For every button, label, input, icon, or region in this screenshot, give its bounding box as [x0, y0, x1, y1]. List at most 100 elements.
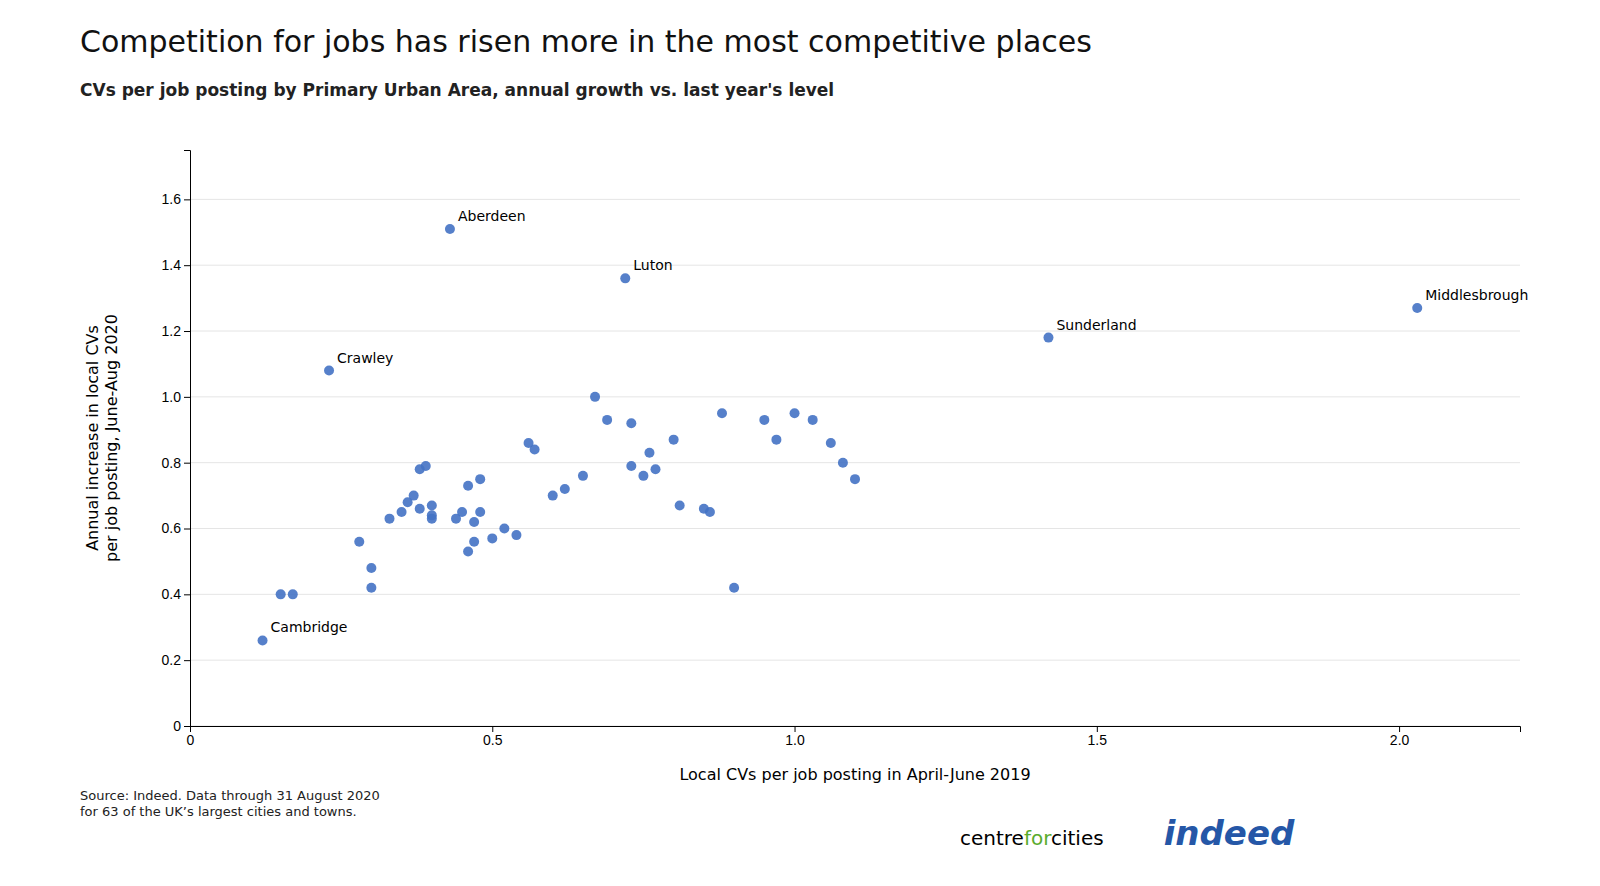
point	[457, 507, 467, 517]
y-tick-mark	[184, 331, 190, 332]
y-tick: 1.4	[162, 257, 190, 273]
x-tick: 2.0	[1390, 726, 1410, 748]
y-tick-mark	[184, 529, 190, 530]
x-axis-title: Local CVs per job posting in April-June …	[679, 765, 1030, 784]
y-tick: 0.4	[162, 586, 190, 602]
x-tick-label: 1.5	[1088, 732, 1108, 748]
y-axis: 0 0.2 0.4 0.6 0.8 1.0 1.2 1.4 1.6	[162, 151, 191, 734]
y-tick: 1.0	[162, 389, 190, 405]
y-tick: 1.2	[162, 323, 190, 339]
point	[530, 445, 540, 455]
y-tick-mark	[184, 594, 190, 595]
x-tick-label: 2.0	[1390, 732, 1410, 748]
point	[276, 589, 286, 599]
grid-line-y	[190, 265, 1520, 266]
point	[366, 583, 376, 593]
points	[258, 224, 1423, 645]
y-axis-line	[184, 151, 191, 727]
point	[511, 530, 521, 540]
y-tick-label: 1.0	[162, 389, 182, 405]
credit: indeed	[1164, 813, 1295, 853]
y-tick: 0	[173, 718, 190, 734]
x-tick: 1.5	[1088, 726, 1108, 748]
grid	[190, 199, 1520, 726]
point	[675, 500, 685, 510]
y-tick-mark	[184, 660, 190, 661]
grid-line-y	[190, 660, 1520, 661]
point	[790, 408, 800, 418]
annotation: Aberdeen	[458, 208, 526, 224]
y-tick-label: 0.8	[162, 455, 182, 471]
point	[638, 471, 648, 481]
y-tick-mark	[184, 265, 190, 266]
credit-part: centre	[960, 826, 1024, 850]
source-line: Source: Indeed. Data through 31 August 2…	[80, 788, 380, 803]
y-tick: 0.6	[162, 520, 190, 536]
point	[1412, 303, 1422, 313]
x-tick: 1.0	[785, 726, 805, 748]
point	[626, 461, 636, 471]
y-axis-title-line: per job posting, June-Aug 2020	[102, 314, 121, 562]
point	[385, 514, 395, 524]
grid-line-y	[190, 199, 1520, 200]
y-tick-mark	[184, 463, 190, 464]
y-tick: 0.2	[162, 652, 190, 668]
y-tick-label: 0.6	[162, 520, 182, 536]
y-tick: 1.6	[162, 191, 190, 207]
x-tick-label: 1.0	[785, 732, 805, 748]
chart: Competition for jobs has risen more in t…	[0, 0, 1600, 886]
point	[469, 537, 479, 547]
credit-part: for	[1024, 826, 1052, 850]
point	[421, 461, 431, 471]
point	[602, 415, 612, 425]
y-tick-label: 0	[173, 718, 181, 734]
point	[397, 507, 407, 517]
point	[850, 474, 860, 484]
point	[578, 471, 588, 481]
grid-line-y	[190, 528, 1520, 529]
point	[445, 224, 455, 234]
y-tick-label: 1.4	[162, 257, 182, 273]
point	[717, 408, 727, 418]
point	[475, 474, 485, 484]
point	[838, 458, 848, 468]
y-tick-mark	[184, 726, 190, 727]
point	[548, 491, 558, 501]
source-line: for 63 of the UK’s largest cities and to…	[80, 804, 357, 819]
title: Competition for jobs has risen more in t…	[80, 24, 1092, 59]
grid-line-y	[190, 396, 1520, 397]
annotation: Crawley	[337, 350, 393, 366]
y-tick-label: 1.2	[162, 323, 182, 339]
point	[1043, 333, 1053, 343]
x-tick-label: 0.5	[483, 732, 503, 748]
y-tick-mark	[184, 397, 190, 398]
x-axis-line	[191, 727, 1521, 733]
point	[590, 392, 600, 402]
point	[463, 481, 473, 491]
credit-part: cities	[1051, 826, 1104, 850]
source: Source: Indeed. Data through 31 August 2…	[80, 788, 380, 819]
x-tick-label: 0	[187, 732, 195, 748]
grid-line-y	[190, 462, 1520, 463]
point	[409, 491, 419, 501]
point	[427, 514, 437, 524]
y-tick-label: 0.2	[162, 652, 182, 668]
credit: centreforcities	[960, 826, 1104, 850]
y-axis-title: Annual increase in local CVsper job post…	[83, 314, 121, 562]
point	[620, 273, 630, 283]
point	[427, 500, 437, 510]
point	[469, 517, 479, 527]
point	[463, 547, 473, 557]
x-axis: 0 0.5 1.0 1.5 2.0	[187, 726, 1521, 748]
plot: 0 0.5 1.0 1.5 2.0 0 0.2 0.4 0.6 0.8 1.0 1.2 1.4 1.6 Lo…	[83, 151, 1528, 785]
point	[626, 418, 636, 428]
point	[826, 438, 836, 448]
point	[487, 533, 497, 543]
point	[644, 448, 654, 458]
x-tick: 0	[187, 726, 195, 748]
annotation: Cambridge	[271, 619, 348, 635]
point	[771, 435, 781, 445]
point	[808, 415, 818, 425]
grid-line-y	[190, 594, 1520, 595]
y-tick-mark	[184, 199, 190, 200]
